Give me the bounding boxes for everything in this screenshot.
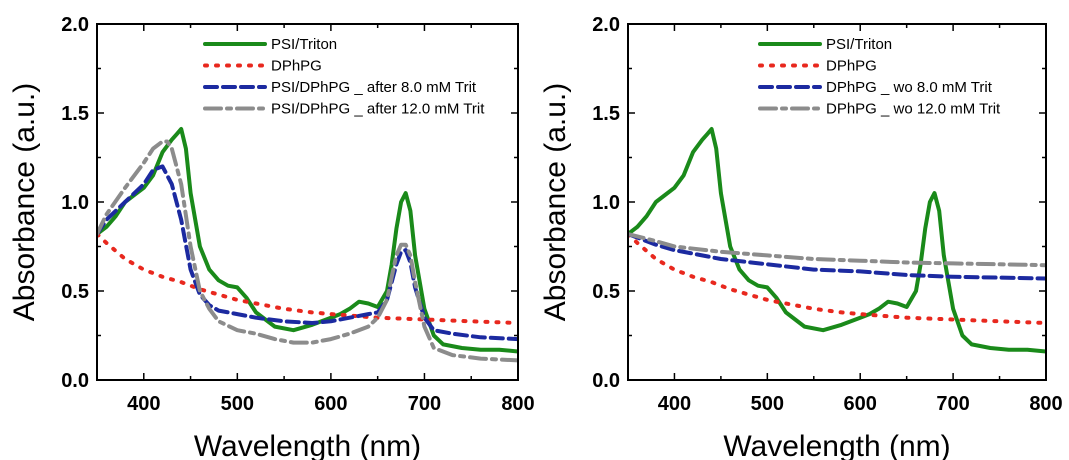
legend-label-1: PSI/Triton [271,36,337,53]
x-tick-label: 700 [408,393,441,415]
series-group [628,127,1046,354]
y-tick-label: 1.0 [592,192,620,214]
series-line-1 [97,127,518,354]
y-tick-label: 1.5 [592,103,620,125]
x-tick-label: 500 [751,393,784,415]
series-group [97,127,518,363]
x-tick-label: 800 [501,393,534,415]
series-line-3 [97,164,518,342]
series-line-4 [97,139,518,363]
x-tick-label: 600 [844,393,877,415]
legend-label-3: PSI/DPhPG _ after 8.0 mM Trit [271,79,477,96]
y-tick-label: 0.0 [592,370,620,392]
chart-panel-1: 400 500 600 700 800 0.0 0.5 1.0 1.5 2.0 Wavelength… [8,14,535,460]
y-tick-label: 2.0 [592,14,620,36]
y-tick-label: 1.5 [61,103,89,125]
legend-label-4: DPhPG _ wo 12.0 mM Trit [826,101,1001,118]
y-tick-label: 2.0 [61,14,89,36]
x-tick-label: 700 [936,393,969,415]
series-line-3 [628,232,1046,281]
series-line-4 [628,232,1046,268]
legend-label-3: DPhPG _ wo 8.0 mM Trit [826,79,993,96]
y-axis-title: Absorbance (a.u.) [539,83,572,321]
x-tick-label: 800 [1029,393,1062,415]
series-line-2 [628,232,1046,325]
x-tick-label: 400 [127,393,160,415]
y-tick-label: 0.0 [61,370,89,392]
series-line-2 [97,232,518,325]
chart-panel-2: 400 500 600 700 800 0.0 0.5 1.0 1.5 2.0 Wavelength… [539,14,1063,460]
legend-label-2: DPhPG [271,58,322,75]
y-tick-label: 0.5 [592,281,620,303]
x-axis-title: Wavelength (nm) [194,430,421,460]
legend-label-2: DPhPG [826,58,877,75]
x-tick-label: 500 [221,393,254,415]
y-axis-title: Absorbance (a.u.) [8,83,41,321]
y-tick-label: 0.5 [61,281,89,303]
x-tick-label: 600 [314,393,347,415]
legend: PSI/Triton DPhPG DPhPG _ wo 8.0 mM Trit DPh… [758,36,1001,118]
legend: PSI/Triton DPhPG PSI/DPhPG _ after 8.0 mM … [203,36,485,118]
legend-label-1: PSI/Triton [826,36,892,53]
y-tick-label: 1.0 [61,192,89,214]
series-line-1 [628,127,1046,354]
x-tick-label: 400 [658,393,691,415]
legend-label-4: PSI/DPhPG _ after 12.0 mM Trit [271,101,485,118]
x-axis-title: Wavelength (nm) [723,430,950,460]
